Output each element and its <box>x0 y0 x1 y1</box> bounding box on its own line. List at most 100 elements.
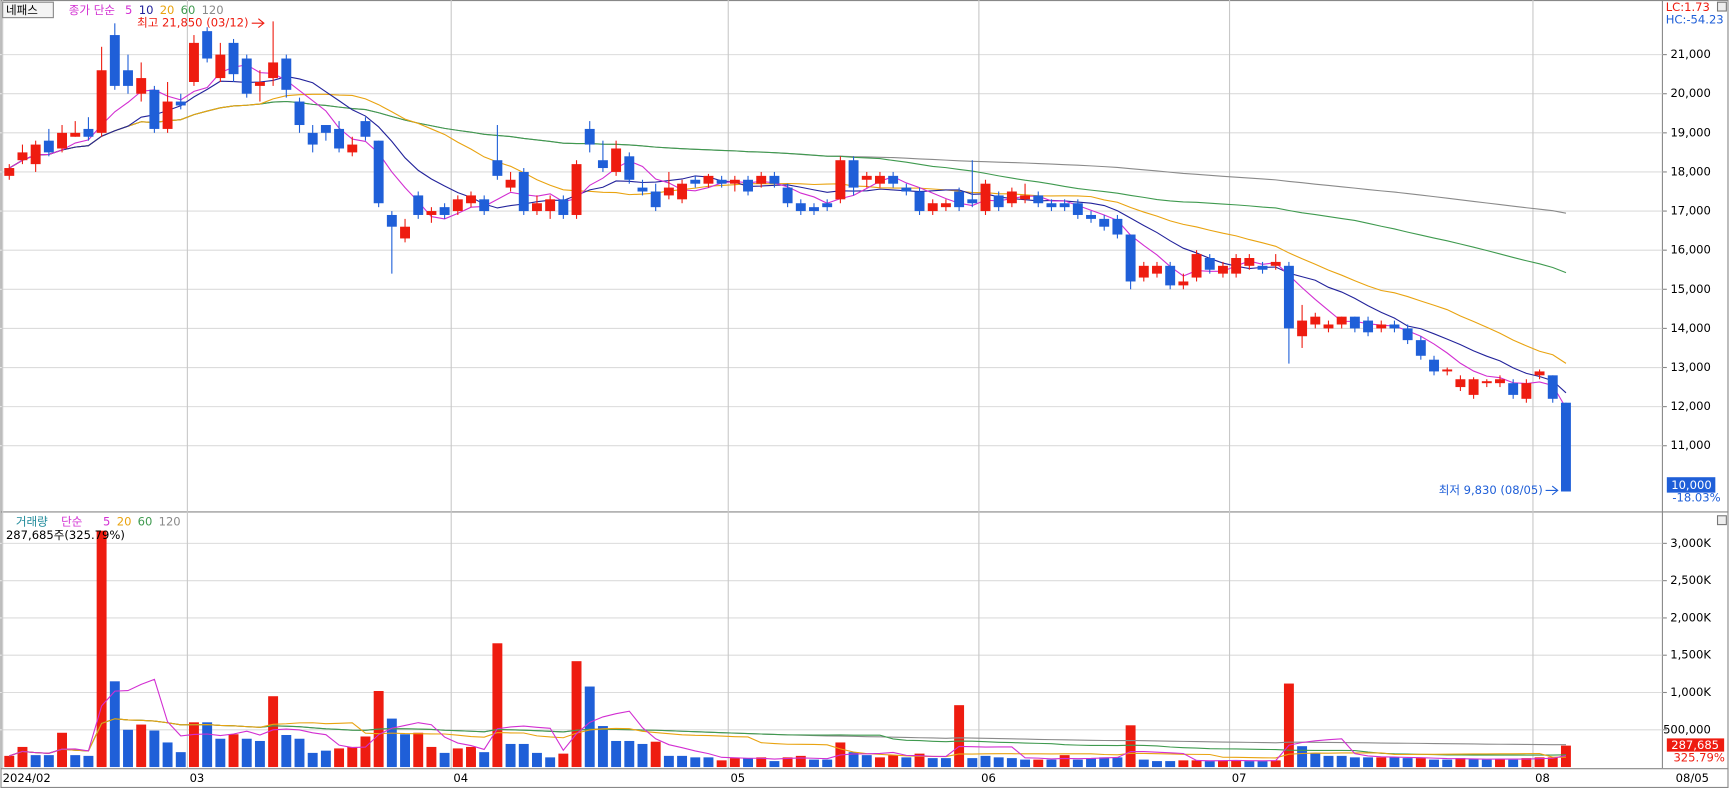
volume-bar <box>215 738 226 768</box>
candle-body <box>716 179 727 184</box>
x-end-label: 08/05 <box>1676 771 1709 785</box>
candle-body <box>861 175 872 180</box>
volume-bar <box>1402 758 1413 768</box>
volume-bar <box>795 755 806 768</box>
candle-body <box>1099 218 1110 227</box>
candle-body <box>1363 320 1374 333</box>
candle-body <box>123 70 133 86</box>
volume-bar <box>1270 760 1281 768</box>
candle-body <box>162 101 173 129</box>
volume-bar <box>1349 757 1360 768</box>
y-tick-label: 1,000K <box>1670 685 1711 699</box>
candle-body <box>1389 324 1400 329</box>
volume-bar <box>558 753 569 768</box>
candle-body <box>1442 369 1453 372</box>
volume-bar <box>888 755 899 768</box>
volume-bar <box>624 740 635 768</box>
volume-bar <box>1560 745 1571 768</box>
candle-body <box>281 58 292 90</box>
volume-bar <box>769 761 780 768</box>
candle-body <box>360 121 371 137</box>
moving-average <box>8 93 1567 364</box>
candle-body <box>4 168 15 176</box>
volume-bar <box>4 755 15 768</box>
volume-bar <box>822 759 833 768</box>
volume-bar <box>1442 759 1453 768</box>
candle-body <box>809 207 819 212</box>
candle-body <box>1402 328 1413 341</box>
volume-bar <box>1006 758 1017 768</box>
x-tick-label: 06 <box>981 771 996 785</box>
volume-bar <box>584 686 595 768</box>
candle-body <box>320 125 331 133</box>
volume-moving-average <box>9 678 1567 762</box>
candle-body <box>1244 257 1255 266</box>
last-price-box <box>1666 477 1716 493</box>
candle-body <box>1072 203 1083 215</box>
candle-body <box>663 187 674 196</box>
candle-body <box>241 58 252 94</box>
volume-bar <box>149 730 160 768</box>
y-tick-label: 3,000K <box>1670 536 1711 550</box>
candle-body <box>743 179 753 192</box>
volume-bar <box>360 736 371 768</box>
candle-body <box>993 195 1004 208</box>
volume-bar <box>189 722 199 768</box>
volume-bar <box>1033 759 1044 768</box>
candle-body <box>17 152 28 161</box>
volume-bar <box>1283 683 1294 768</box>
volume-bar <box>1178 760 1189 768</box>
candle-body <box>109 35 120 86</box>
volume-bar <box>1099 757 1110 768</box>
moving-average <box>8 100 1567 274</box>
candle-body <box>1204 257 1215 270</box>
candle-body <box>1033 195 1044 204</box>
volume-bar <box>30 755 41 768</box>
candle-body <box>677 183 688 200</box>
volume-bar <box>386 718 397 768</box>
y-tick-label: 19,000 <box>1670 125 1710 139</box>
panel-button[interactable] <box>1716 515 1727 526</box>
volume-change: 325.79% <box>1673 751 1724 765</box>
candle-body <box>30 144 41 165</box>
volume-bar <box>518 743 529 768</box>
candle-body <box>597 160 608 169</box>
volume-bar <box>334 748 345 768</box>
panel-button[interactable] <box>1716 1 1727 12</box>
candle-body <box>584 128 595 145</box>
candle-body <box>1495 379 1505 384</box>
name-box[interactable] <box>2 1 54 19</box>
candle-body <box>1547 375 1558 399</box>
volume-bar <box>927 758 938 768</box>
volume-bar <box>175 752 186 768</box>
y-tick-label: 14,000 <box>1670 321 1710 335</box>
candle-body <box>57 132 67 149</box>
candle-body <box>1336 316 1347 325</box>
x-tick-label: 08 <box>1535 771 1550 785</box>
volume-bar <box>1244 761 1255 768</box>
volume-bar <box>677 755 688 768</box>
candle-body <box>980 183 991 212</box>
volume-bar <box>1389 757 1400 768</box>
candle-body <box>1231 257 1242 274</box>
candle-body <box>400 226 410 239</box>
volume-bar <box>1363 757 1374 768</box>
volume-bar <box>413 732 424 768</box>
change: -18.03% <box>1672 491 1720 505</box>
volume-bar <box>993 757 1004 768</box>
volume-bar <box>70 755 81 768</box>
volume-bar <box>294 738 305 768</box>
y-tick-label: 11,000 <box>1670 438 1710 452</box>
candle-body <box>1376 324 1387 329</box>
volume-bar <box>1547 757 1558 768</box>
candle-body <box>874 175 885 184</box>
volume-bar <box>914 753 925 768</box>
x-tick-label: 04 <box>453 771 468 785</box>
stock-name: 네패스 <box>6 3 38 17</box>
candle-body <box>1059 203 1070 208</box>
volume-bar <box>940 758 951 768</box>
y-tick-label: 21,000 <box>1670 47 1710 61</box>
volume-bar <box>1112 757 1123 768</box>
